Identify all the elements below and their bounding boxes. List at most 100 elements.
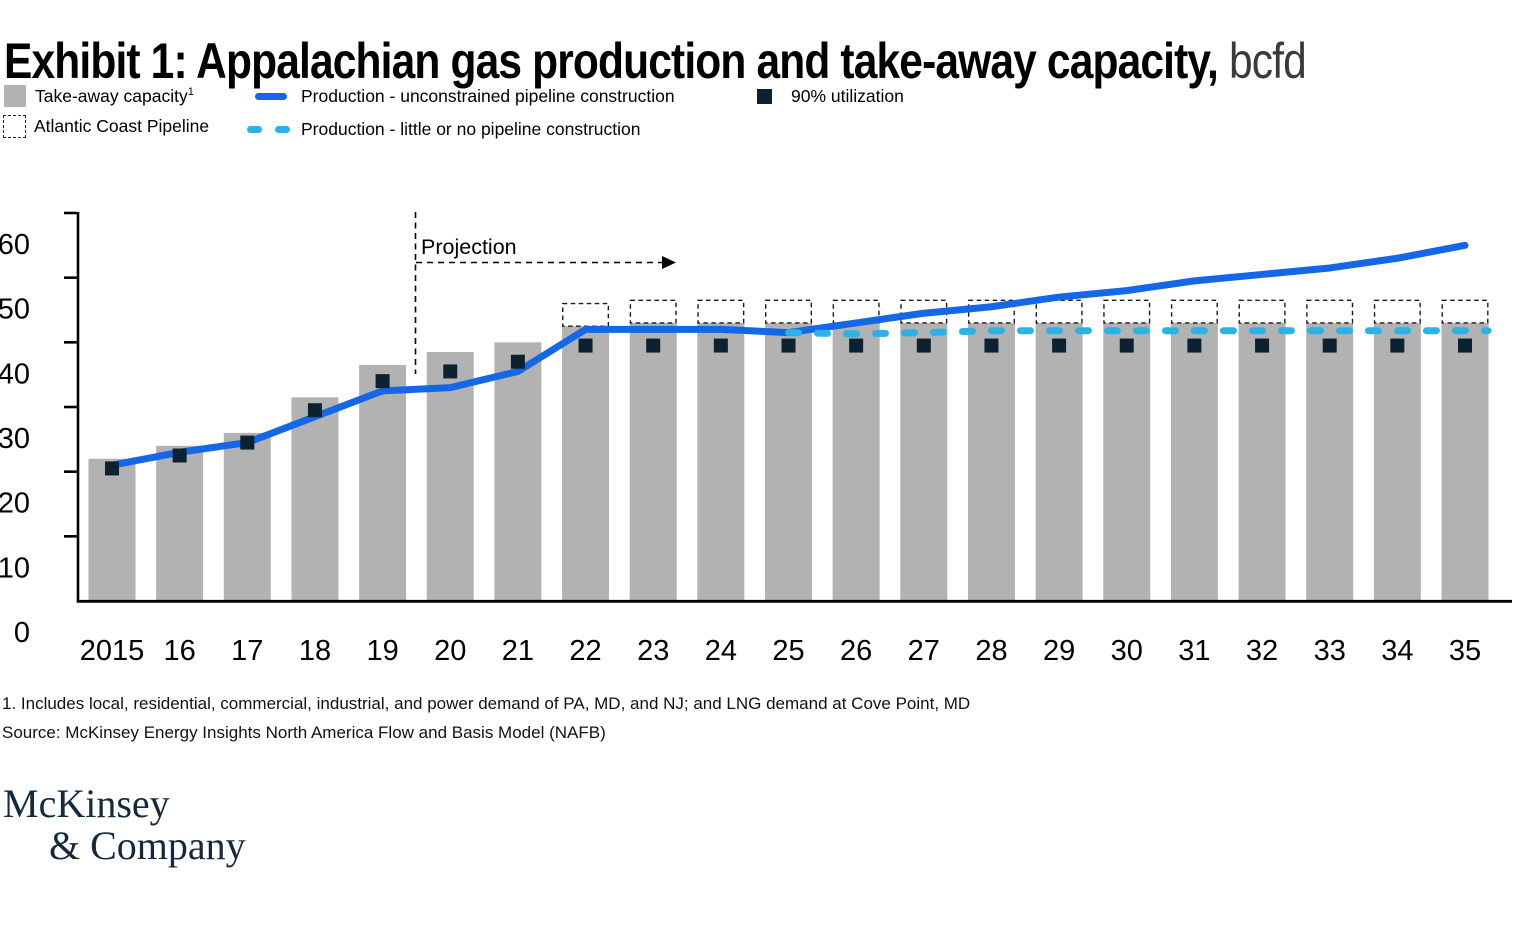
acp-box (1238, 299, 1286, 324)
x-axis-label: 23 (637, 635, 669, 667)
x-axis-label: 20 (434, 635, 466, 667)
y-axis-label: 60 (0, 229, 30, 261)
acp-box (629, 299, 677, 324)
acp-box (765, 299, 813, 324)
projection-arrow-head (662, 256, 676, 269)
acp-box (1441, 299, 1489, 324)
utilization-marker (781, 338, 796, 353)
legend-item-takeaway-capacity: Take-away capacity1 (4, 84, 194, 108)
capacity-bar (832, 322, 880, 601)
x-axis-label: 35 (1449, 635, 1481, 667)
x-axis-label: 16 (164, 635, 196, 667)
capacity-bar (1441, 322, 1489, 601)
production-constrained-line (785, 327, 1492, 338)
capacity-bar (223, 432, 271, 601)
acp-box (967, 299, 1015, 324)
page-title: Exhibit 1: Appalachian gas production an… (4, 32, 1534, 89)
capacity-bar (1373, 322, 1421, 601)
x-axis-label: 33 (1314, 635, 1346, 667)
takeaway-capacity-swatch (4, 85, 26, 107)
x-axis-label: 19 (366, 635, 398, 667)
capacity-bar (967, 322, 1015, 601)
x-axis-label: 29 (1043, 635, 1075, 667)
source-note: Source: McKinsey Energy Insights North A… (2, 723, 606, 742)
capacity-bar (697, 322, 745, 601)
x-axis-label: 31 (1178, 635, 1210, 667)
utilization-marker (307, 403, 322, 418)
x-axis-label: 17 (231, 635, 263, 667)
capacity-bar (562, 326, 610, 601)
chart-plot: 0 10 20 30 40 50 60 2015 16 17 18 19 20 21 22 23 24 25 26 2… (0, 211, 1512, 667)
acp-box (1373, 299, 1421, 324)
utilization-square-swatch (757, 88, 772, 104)
utilization-marker (1390, 338, 1405, 353)
page-title-main: Exhibit 1: Appalachian gas production an… (4, 32, 1219, 89)
y-axis-label: 10 (0, 552, 30, 584)
legend-item-production-constrained: Production - little or no pipeline const… (247, 117, 641, 141)
y-axis-label: 20 (0, 488, 30, 520)
x-axis-label: 28 (975, 635, 1007, 667)
utilization-marker (443, 364, 458, 379)
capacity-bar (359, 364, 407, 601)
acp-box (1170, 299, 1218, 324)
x-axis-label: 2015 (80, 635, 145, 667)
x-axis-label: 21 (502, 635, 534, 667)
capacity-bar (88, 458, 136, 601)
utilization-marker (916, 338, 931, 353)
x-axis-label: 25 (772, 635, 804, 667)
y-axis-label: 50 (0, 294, 30, 326)
x-axis-label: 18 (299, 635, 331, 667)
legend-item-90pct-utilization: 90% utilization (757, 84, 904, 108)
x-axis-label: 27 (908, 635, 940, 667)
capacity-bar (1035, 322, 1083, 601)
utilization-marker (578, 338, 593, 353)
utilization-marker (375, 374, 390, 389)
capacity-bar (291, 397, 339, 601)
x-axis-label: 32 (1246, 635, 1278, 667)
y-axis-label: 0 (14, 617, 30, 649)
legend-label-text: Production - little or no pipeline const… (301, 118, 641, 139)
legend-label: Take-away capacity1 (35, 86, 194, 107)
capacity-bar (1238, 322, 1286, 601)
acp-box (697, 299, 745, 324)
legend-label-text: Atlantic Coast Pipeline (34, 115, 210, 136)
utilization-marker (713, 338, 728, 353)
acp-box (1306, 299, 1354, 324)
legend-label-text: Production - unconstrained pipeline cons… (301, 86, 675, 106)
y-axis-label: 40 (0, 358, 30, 390)
legend-item-production-unconstrained: Production - unconstrained pipeline cons… (255, 85, 675, 109)
legend-label-text: Take-away capacity (35, 85, 188, 106)
capacity-bar (426, 352, 474, 601)
page-title-unit: bcfd (1228, 32, 1307, 89)
blue-line-swatch (255, 93, 287, 100)
acp-box (562, 302, 610, 327)
utilization-marker (510, 354, 525, 369)
utilization-marker (1187, 338, 1202, 353)
utilization-marker (849, 338, 864, 353)
x-axis-label: 30 (1111, 635, 1143, 667)
legend-label-text: 90% utilization (791, 85, 904, 106)
utilization-marker (172, 448, 187, 463)
utilization-marker (1052, 338, 1067, 353)
utilization-marker (646, 338, 661, 353)
capacity-bar (1306, 322, 1354, 601)
utilization-marker (1119, 338, 1134, 353)
x-axis-label: 24 (705, 635, 737, 667)
utilization-marker (984, 338, 999, 353)
x-axis-label: 22 (569, 635, 601, 667)
footnote: 1. Includes local, residential, commerci… (2, 694, 971, 713)
capacity-bar (156, 445, 204, 601)
logo-line-2: & Company (49, 823, 246, 868)
capacity-bar (900, 322, 948, 601)
capacity-bar (494, 342, 542, 601)
utilization-marker (240, 435, 255, 450)
x-axis-label: 26 (840, 635, 872, 667)
utilization-marker (1458, 338, 1472, 353)
x-axis-label: 34 (1381, 635, 1413, 667)
cyan-dashed-line-swatch (247, 125, 290, 133)
utilization-marker (1322, 338, 1337, 353)
capacity-bar (1103, 322, 1151, 601)
capacity-bar (765, 322, 812, 601)
footnote-marker: 1 (187, 85, 194, 98)
